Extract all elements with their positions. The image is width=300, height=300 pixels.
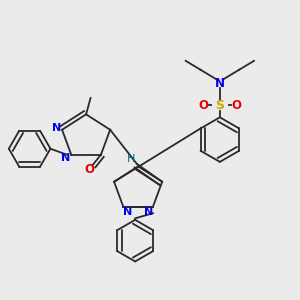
Text: O: O <box>231 99 241 112</box>
Text: H: H <box>127 154 135 164</box>
Text: N: N <box>215 76 225 90</box>
Text: N: N <box>144 207 153 217</box>
Text: N: N <box>61 153 70 163</box>
Text: O: O <box>199 99 208 112</box>
Text: S: S <box>215 99 224 112</box>
Text: N: N <box>123 207 132 217</box>
Text: N: N <box>52 123 61 133</box>
Text: O: O <box>84 163 94 176</box>
